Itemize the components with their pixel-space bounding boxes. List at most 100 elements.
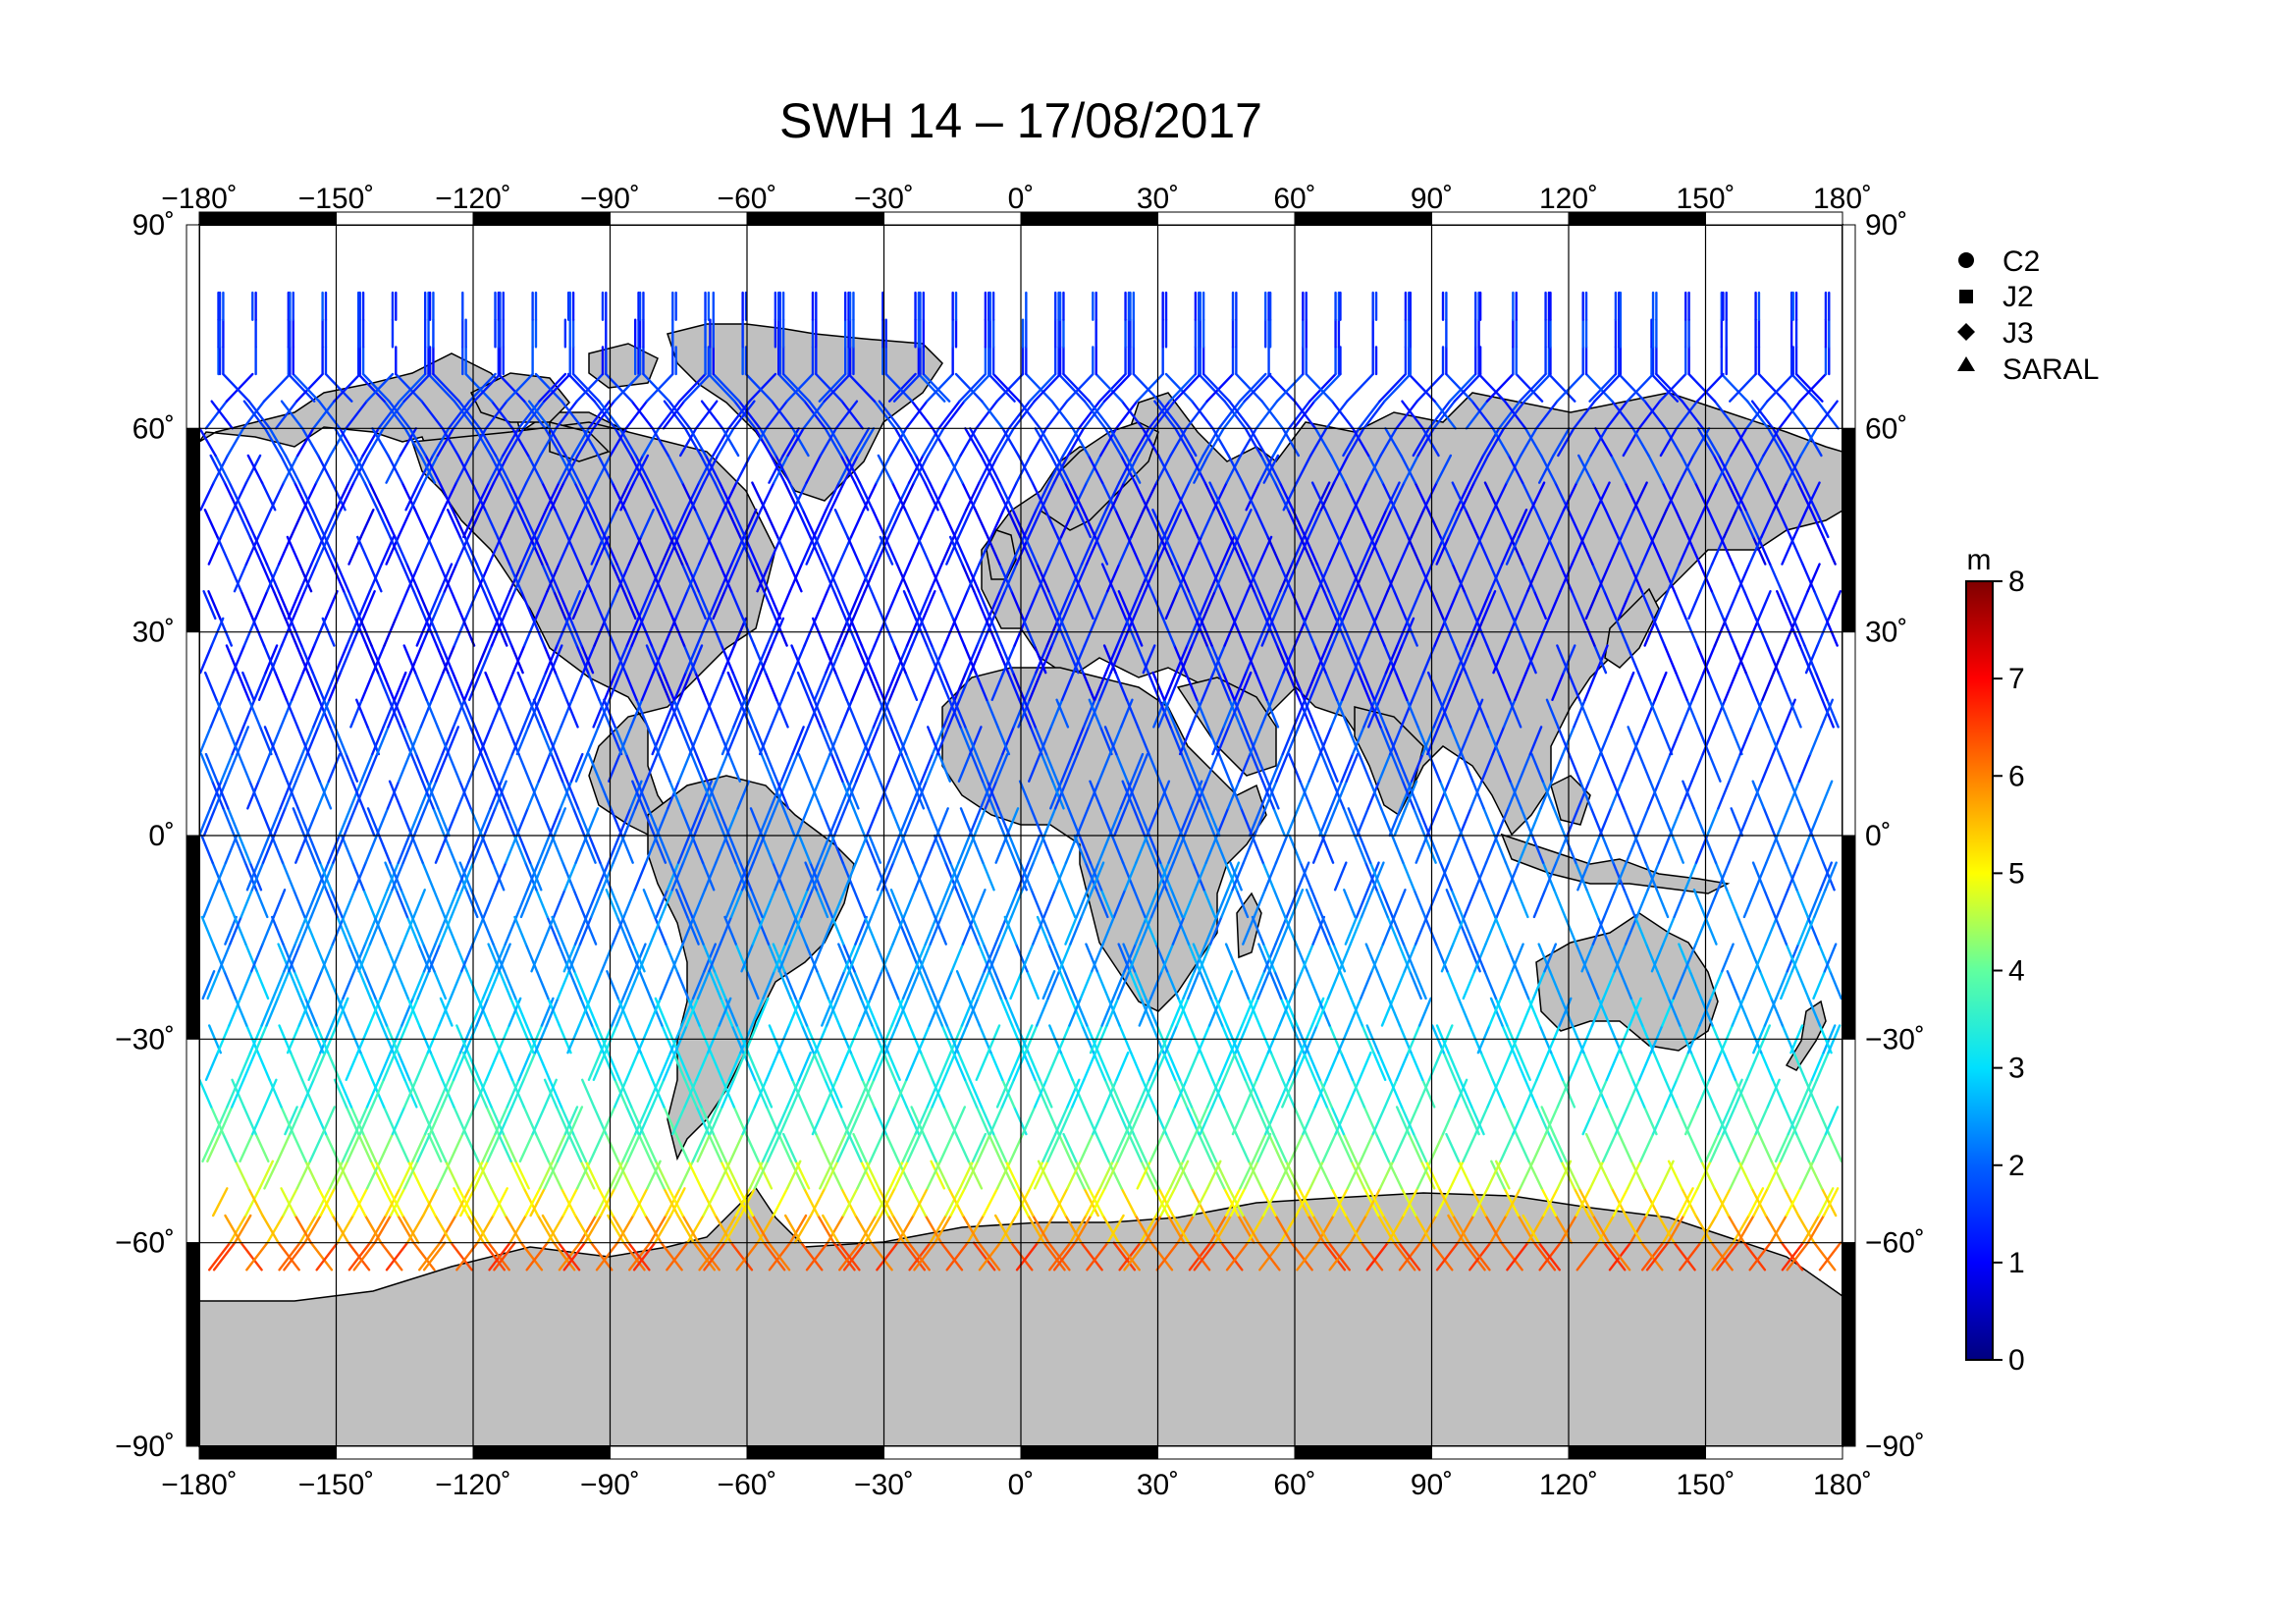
track-segment <box>837 590 852 621</box>
track-segment <box>317 1187 335 1217</box>
track-segment <box>1519 427 1538 458</box>
track-segment <box>517 752 531 783</box>
track-segment <box>776 590 791 621</box>
track-segment <box>392 1051 406 1082</box>
track-segment <box>695 1051 710 1082</box>
track-segment <box>530 943 545 973</box>
track-segment <box>211 780 225 810</box>
track-segment <box>427 590 442 621</box>
track-segment <box>1707 671 1722 701</box>
track-segment <box>1253 889 1266 919</box>
track-segment <box>1152 1051 1167 1082</box>
track-segment <box>684 644 699 675</box>
track-segment <box>920 509 935 539</box>
track-segment <box>340 752 354 783</box>
track-segment <box>1666 563 1682 593</box>
track-segment <box>1164 590 1179 621</box>
track-segment <box>750 997 765 1027</box>
track-segment <box>481 1132 497 1163</box>
track-segment <box>511 481 528 512</box>
track-segment <box>300 726 315 756</box>
track-segment <box>1421 644 1436 675</box>
track-segment <box>702 943 717 973</box>
track-segment <box>749 726 763 756</box>
track-segment <box>1776 807 1789 838</box>
track-segment <box>724 889 739 919</box>
track-segment <box>377 1051 392 1082</box>
track-segment <box>867 752 881 783</box>
track-segment <box>942 698 956 729</box>
track-segment <box>274 671 289 701</box>
track-segment <box>1226 861 1241 892</box>
track-segment <box>1532 1241 1557 1271</box>
track-segment <box>403 427 422 458</box>
track-segment <box>1594 644 1609 675</box>
track-segment <box>642 590 657 621</box>
track-segment <box>1669 726 1682 756</box>
track-segment <box>298 1214 317 1244</box>
track-segment <box>1468 454 1485 484</box>
track-segment <box>349 698 363 729</box>
track-segment <box>1024 590 1040 621</box>
track-segment <box>692 889 707 919</box>
track-segment <box>1028 752 1041 783</box>
track-segment <box>626 970 641 1001</box>
track-segment <box>303 915 317 946</box>
track-segment <box>602 1051 616 1082</box>
track-segment <box>663 1187 679 1217</box>
track-segment <box>1257 590 1272 621</box>
track-segment <box>351 943 366 973</box>
track-segment <box>373 1214 393 1244</box>
track-segment <box>1113 807 1127 838</box>
colorbar-tick-label: 7 <box>2008 663 2025 695</box>
track-segment <box>809 861 823 892</box>
track-segment <box>494 454 511 484</box>
satellite-legend: C2 J2 J3 SARAL <box>1957 245 2099 386</box>
track-segment <box>1193 1241 1217 1271</box>
track-segment <box>1414 915 1428 946</box>
track-segment <box>1766 1078 1781 1109</box>
track-segment <box>905 1051 920 1082</box>
track-segment <box>580 644 595 675</box>
track-segment <box>1442 509 1458 539</box>
track-segment <box>1775 889 1789 919</box>
track-segment <box>1726 970 1740 1001</box>
track-segment <box>1298 1187 1314 1217</box>
track-segment <box>632 1241 657 1271</box>
track-segment <box>1367 454 1384 484</box>
track-segment <box>222 889 237 919</box>
track-segment <box>1188 454 1204 484</box>
track-segment <box>1349 1214 1367 1244</box>
track-segment <box>683 427 703 458</box>
track-segment <box>468 726 483 756</box>
track-segment <box>387 698 400 729</box>
track-segment <box>1809 671 1824 701</box>
track-segment <box>430 752 444 783</box>
track-segment <box>759 481 775 512</box>
track-segment <box>1774 1132 1789 1163</box>
border-segment-bottom <box>1431 1445 1570 1460</box>
track-segment <box>282 454 299 484</box>
track-segment <box>1232 1051 1247 1082</box>
track-segment <box>333 372 361 403</box>
track-segment <box>939 1241 964 1271</box>
track-segment <box>1158 780 1173 810</box>
track-segment <box>795 889 809 919</box>
track-segment <box>656 726 670 756</box>
track-segment <box>460 943 474 973</box>
track-segment <box>795 807 810 838</box>
track-segment <box>1422 481 1438 512</box>
lon-tick-label-top: 90˚ <box>1411 183 1453 215</box>
track-segment <box>1709 970 1724 1001</box>
track-segment <box>1377 1051 1392 1082</box>
track-segment <box>1020 943 1035 973</box>
track-segment <box>629 698 644 729</box>
track-segment <box>1446 970 1461 1001</box>
track-segment <box>1072 644 1087 675</box>
track-segment <box>200 834 214 864</box>
track-segment <box>913 1241 936 1271</box>
track-segment <box>384 1187 401 1217</box>
track-segment <box>891 834 906 864</box>
track-segment <box>1787 780 1801 810</box>
lon-tick-label-top: −90˚ <box>580 183 640 215</box>
